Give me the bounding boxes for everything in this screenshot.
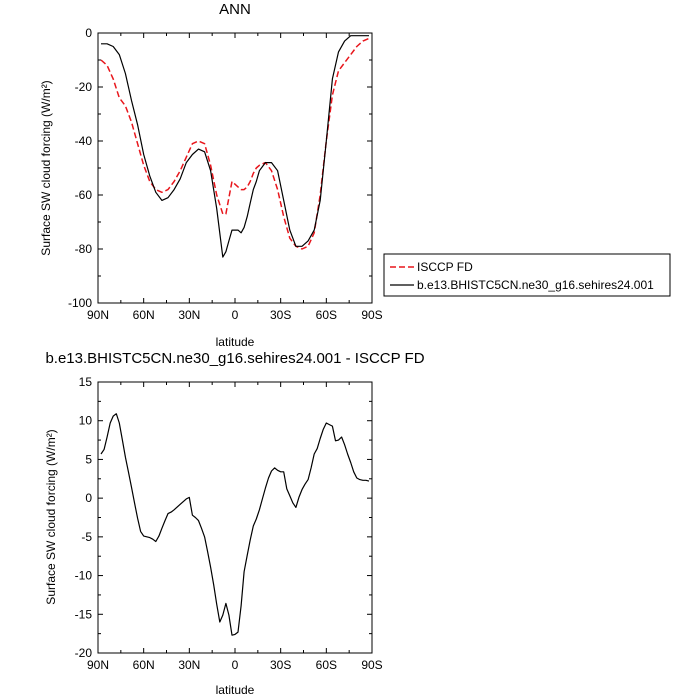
top-plot-frame bbox=[97, 32, 373, 304]
bottom-y-tick-label: -15 bbox=[75, 607, 93, 621]
top-chart-title: ANN bbox=[219, 1, 251, 18]
bottom-y-tick-label: 5 bbox=[85, 452, 92, 466]
top-y-tick-label: -40 bbox=[75, 134, 93, 148]
top-series-line-1 bbox=[101, 35, 369, 258]
bottom-plot-frame bbox=[97, 381, 373, 654]
bottom-tick-labels: 90N 60N 30N 0 30S 60S 90S 15 10 5 0 -5 -10 -15 -20 bbox=[75, 375, 383, 672]
top-x-tick-label: 30N bbox=[178, 308, 200, 322]
top-series bbox=[100, 35, 370, 258]
top-x-tick-label: 30S bbox=[270, 308, 291, 322]
bottom-y-tick-label: 15 bbox=[79, 375, 93, 389]
bottom-y-tick-label: 10 bbox=[79, 414, 93, 428]
bottom-y-axis-label: Surface SW cloud forcing (W/m²) bbox=[44, 429, 58, 604]
top-x-axis-label: latitude bbox=[216, 335, 255, 349]
top-panel: ANN 90N 60N 30N 0 30S 60S 90S 0 -20 -40 -60 -80 -100… bbox=[39, 1, 383, 349]
bottom-ticks bbox=[97, 381, 373, 654]
bottom-series bbox=[100, 413, 370, 636]
legend-frame bbox=[383, 253, 671, 297]
legend-label-model: b.e13.BHISTC5CN.ne30_g16.sehires24.001 bbox=[417, 278, 654, 292]
bottom-x-tick-label: 60S bbox=[316, 658, 337, 672]
bottom-y-tick-label: 0 bbox=[85, 491, 92, 505]
bottom-series-line-0 bbox=[100, 413, 370, 636]
legend-label-isccp: ISCCP FD bbox=[417, 260, 473, 274]
top-x-tick-label: 60N bbox=[133, 308, 155, 322]
top-y-tick-label: -100 bbox=[68, 296, 92, 310]
top-ticks bbox=[97, 32, 373, 304]
bottom-x-tick-label: 60N bbox=[133, 658, 155, 672]
bottom-x-tick-label: 30S bbox=[270, 658, 291, 672]
bottom-x-tick-label: 0 bbox=[232, 658, 239, 672]
legend: ISCCP FD b.e13.BHISTC5CN.ne30_g16.sehire… bbox=[383, 253, 671, 297]
bottom-y-tick-label: -20 bbox=[75, 646, 93, 660]
top-x-tick-label: 90N bbox=[87, 308, 109, 322]
bottom-x-tick-label: 30N bbox=[178, 658, 200, 672]
bottom-x-tick-label: 90S bbox=[361, 658, 382, 672]
top-y-tick-label: -80 bbox=[75, 242, 93, 256]
bottom-x-tick-label: 90N bbox=[87, 658, 109, 672]
bottom-chart-title: b.e13.BHISTC5CN.ne30_g16.sehires24.001 -… bbox=[45, 350, 424, 367]
top-y-tick-label: -20 bbox=[75, 80, 93, 94]
top-y-tick-label: 0 bbox=[85, 26, 92, 40]
top-y-axis-label: Surface SW cloud forcing (W/m²) bbox=[39, 80, 53, 255]
bottom-y-tick-label: -5 bbox=[81, 530, 92, 544]
top-tick-labels: 90N 60N 30N 0 30S 60S 90S 0 -20 -40 -60 -80 -100 bbox=[68, 26, 383, 322]
top-x-tick-label: 60S bbox=[316, 308, 337, 322]
top-y-tick-label: -60 bbox=[75, 188, 93, 202]
top-x-tick-label: 0 bbox=[232, 308, 239, 322]
bottom-x-axis-label: latitude bbox=[216, 683, 255, 697]
bottom-panel: b.e13.BHISTC5CN.ne30_g16.sehires24.001 -… bbox=[44, 350, 425, 697]
top-x-tick-label: 90S bbox=[361, 308, 382, 322]
bottom-y-tick-label: -10 bbox=[75, 569, 93, 583]
